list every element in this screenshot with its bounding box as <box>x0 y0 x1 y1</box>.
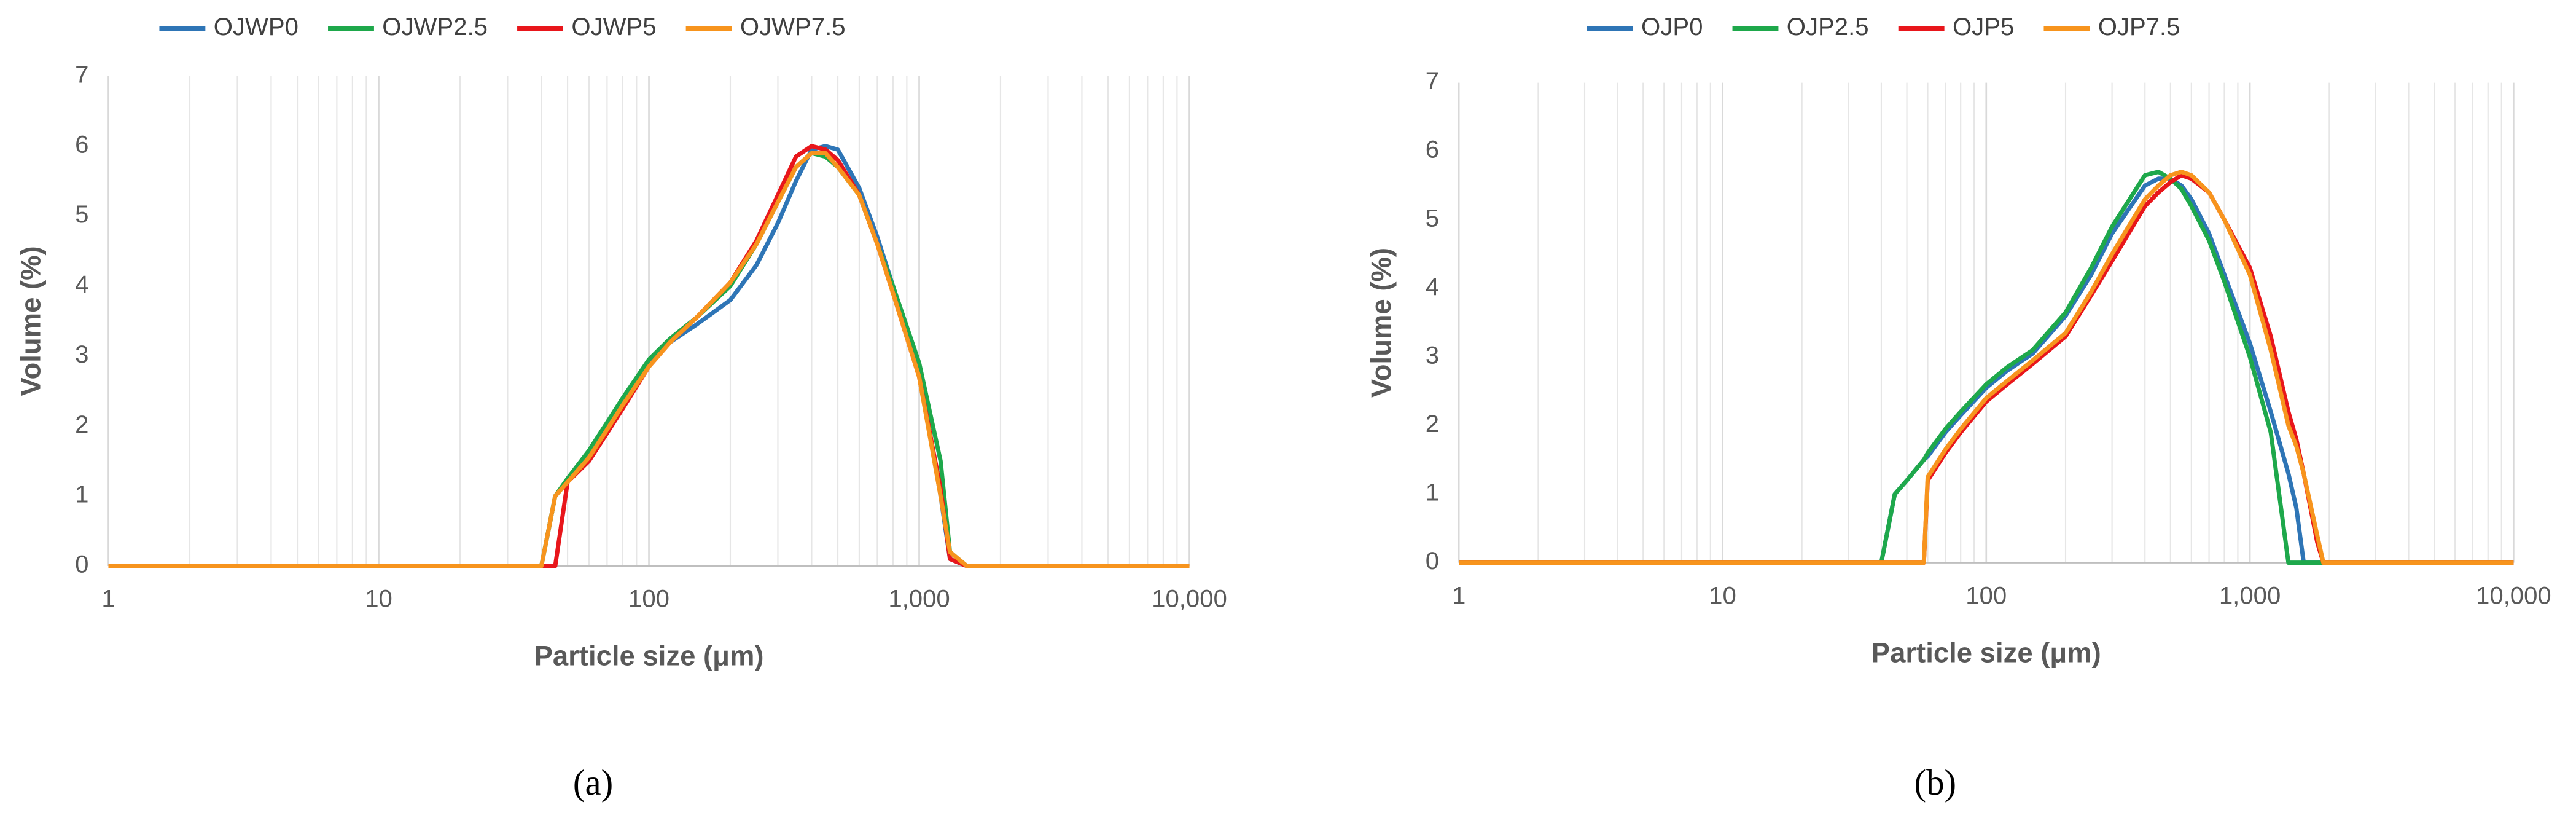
legend-label: OJWP0 <box>214 13 299 41</box>
data-line <box>108 151 1190 568</box>
y-tick-label: 0 <box>1426 547 1439 575</box>
x-tick-label: 100 <box>1965 581 2007 609</box>
legend-label: OJWP2.5 <box>382 13 488 41</box>
y-tick-label: 7 <box>1426 67 1439 95</box>
data-line <box>1459 170 2514 565</box>
legend-label: OJWP5 <box>571 13 656 41</box>
y-axis-title: Volume (%) <box>1365 248 1397 398</box>
panel-label: (a) <box>573 763 613 803</box>
y-tick-label: 4 <box>75 270 88 298</box>
legend-label: OJP0 <box>1641 13 1703 41</box>
x-tick-label: 10,000 <box>1152 585 1227 613</box>
y-tick-label: 4 <box>1426 273 1439 301</box>
y-tick-label: 0 <box>75 551 88 578</box>
legend-label: OJWP7.5 <box>740 13 846 41</box>
x-tick-label: 1 <box>101 585 115 613</box>
x-tick-label: 1 <box>1452 581 1466 609</box>
y-tick-label: 1 <box>75 481 88 508</box>
y-tick-label: 6 <box>75 130 88 158</box>
y-tick-label: 3 <box>75 340 88 368</box>
y-tick-label: 2 <box>1426 410 1439 438</box>
y-axis-title: Volume (%) <box>15 246 47 396</box>
x-tick-label: 1,000 <box>2219 581 2281 609</box>
x-tick-label: 100 <box>628 585 669 613</box>
y-tick-label: 3 <box>1426 341 1439 369</box>
legend-label: OJP7.5 <box>2098 13 2180 41</box>
data-line <box>1459 170 2514 565</box>
y-tick-label: 7 <box>75 60 88 88</box>
x-tick-label: 10,000 <box>2476 581 2551 609</box>
x-axis-title: Particle size (μm) <box>1872 637 2101 668</box>
panel-label: (b) <box>1914 763 1957 803</box>
x-axis-title: Particle size (μm) <box>534 640 764 672</box>
y-tick-label: 6 <box>1426 136 1439 163</box>
y-tick-label: 5 <box>1426 204 1439 232</box>
y-tick-label: 2 <box>75 411 88 438</box>
x-tick-label: 1,000 <box>888 585 950 613</box>
legend-label: OJP5 <box>1953 13 2014 41</box>
y-tick-label: 1 <box>1426 479 1439 506</box>
x-tick-label: 10 <box>365 585 392 613</box>
y-tick-label: 5 <box>75 200 88 228</box>
x-tick-label: 10 <box>1709 581 1736 609</box>
legend-label: OJP2.5 <box>1787 13 1869 41</box>
